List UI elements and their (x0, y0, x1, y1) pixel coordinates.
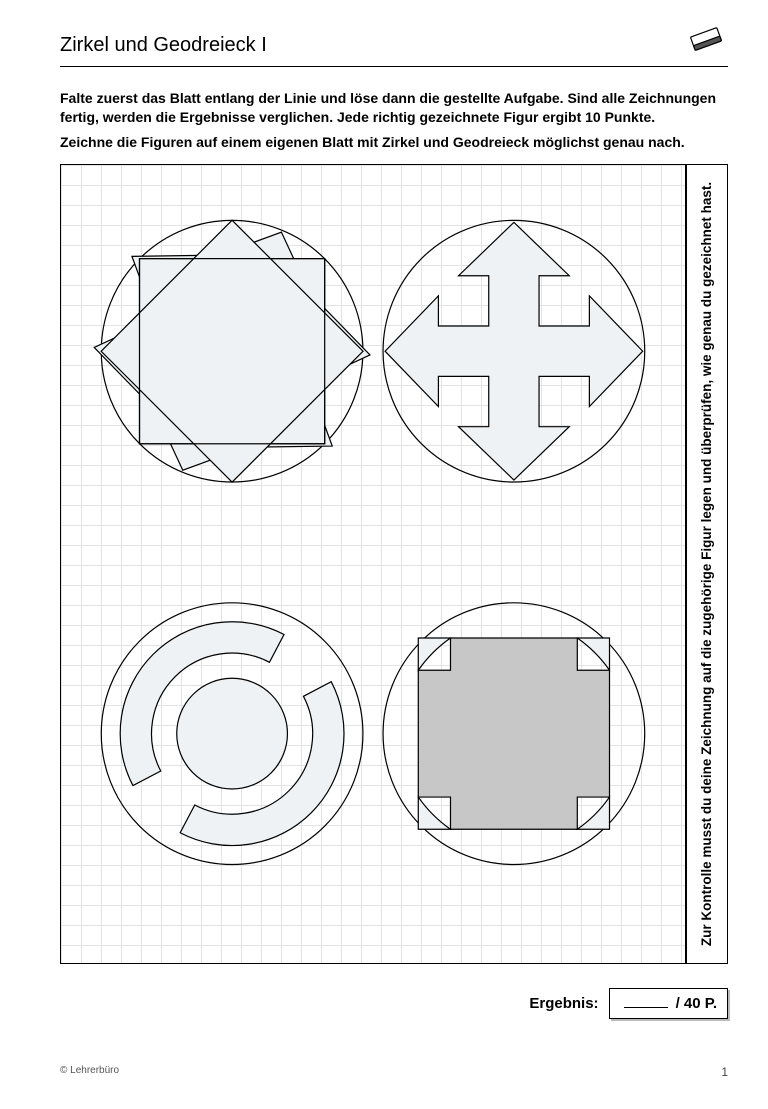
header: Zirkel und Geodreieck I (60, 30, 728, 67)
instruction-p1: Falte zuerst das Blatt entlang der Linie… (60, 89, 728, 127)
instruction-p2: Zeichne die Figuren auf einem eigenen Bl… (60, 133, 728, 152)
result-max: / 40 P. (676, 995, 717, 1012)
figure-square-cross (383, 602, 645, 864)
result-label: Ergebnis: (529, 995, 598, 1012)
fold-instruction: Zur Kontrolle musst du deine Zeichnung a… (698, 174, 716, 954)
figure-rings (101, 602, 363, 864)
page-number: 1 (721, 1065, 728, 1079)
result-blank[interactable] (624, 1007, 668, 1008)
figure-star (64, 183, 401, 520)
fold-strip: Zur Kontrolle musst du deine Zeichnung a… (687, 165, 727, 963)
result-row: Ergebnis: / 40 P. (60, 988, 728, 1019)
instructions: Falte zuerst das Blatt entlang der Linie… (60, 89, 728, 152)
footer: © Lehrerbüro 1 (60, 1065, 728, 1079)
exercise-area: Zur Kontrolle musst du deine Zeichnung a… (60, 164, 728, 964)
copyright: © Lehrerbüro (60, 1065, 119, 1079)
page-title: Zirkel und Geodreieck I (60, 34, 267, 57)
figure-arrows (383, 220, 645, 482)
figures-svg (61, 165, 685, 963)
grid-panel (61, 165, 687, 963)
result-box: / 40 P. (609, 988, 728, 1019)
eraser-icon (684, 24, 728, 54)
worksheet-page: Zirkel und Geodreieck I Falte zuerst das… (60, 30, 728, 1079)
